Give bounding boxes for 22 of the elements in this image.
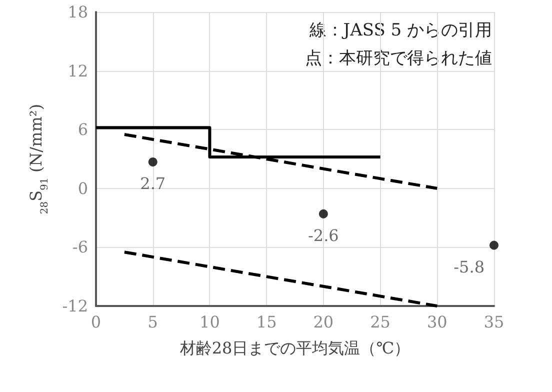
- point: [148, 157, 158, 166]
- x-tick-label: 15: [256, 312, 277, 332]
- x-tick-label: 25: [370, 312, 390, 332]
- y-tick-label: 12: [68, 61, 88, 80]
- x-axis-title: 材齢28日までの平均気温（℃）: [178, 338, 410, 358]
- y-tick-label: 6: [78, 120, 88, 140]
- x-tick-label: 0: [90, 312, 102, 332]
- data-label: -2.6: [308, 226, 339, 245]
- data-label: -5.8: [454, 258, 484, 277]
- x-tick-label: 10: [200, 312, 220, 332]
- y-tick-label: -12: [62, 296, 88, 316]
- point: [490, 240, 498, 250]
- data-label: 2.7: [140, 174, 166, 193]
- x-tick-label: 20: [313, 312, 334, 332]
- y-axis-title: 28S91 (N/mm²): [26, 104, 50, 214]
- y-tick-label: 18: [68, 2, 88, 22]
- x-tick-label: 30: [426, 312, 448, 332]
- x-tick-label: 5: [148, 312, 158, 332]
- x-tick-label: 35: [484, 312, 504, 332]
- point: [318, 209, 328, 218]
- y-tick-label: 0: [78, 178, 88, 198]
- y-tick-label: -6: [72, 238, 88, 257]
